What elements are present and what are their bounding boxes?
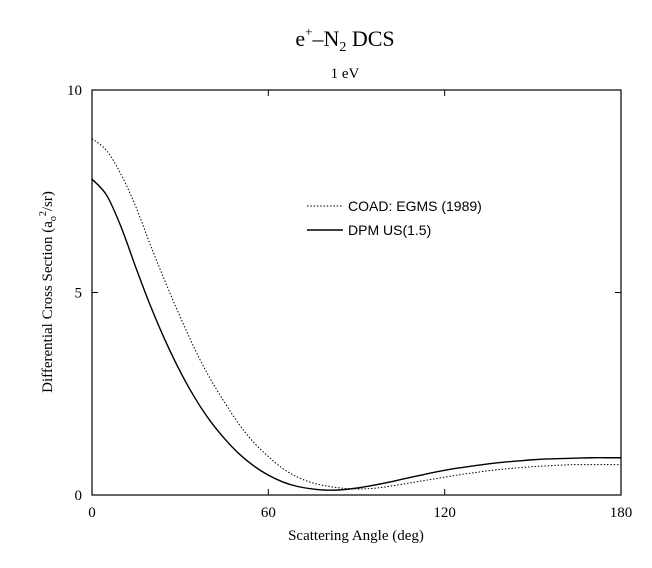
chart-subtitle: 1 eV xyxy=(331,66,360,82)
legend-label-dpm-us: DPM US(1.5) xyxy=(348,222,431,238)
y-label-sup-2: 2 xyxy=(38,211,49,216)
plot-frame xyxy=(91,89,622,496)
title-dcs: DCS xyxy=(346,26,394,51)
series-dpm-us-line xyxy=(91,178,621,491)
title-plus: + xyxy=(305,24,312,39)
y-label-sub-o: o xyxy=(48,216,59,221)
y-label-suffix: /sr) xyxy=(40,191,56,211)
x-tick-label: 60 xyxy=(261,505,276,521)
x-tick-label: 180 xyxy=(610,505,633,521)
title-sub2: 2 xyxy=(339,40,346,55)
legend: COAD: EGMS (1989) DPM US(1.5) xyxy=(307,198,482,238)
y-label-prefix: Differential Cross Section (a xyxy=(40,221,56,393)
title-dash: –N xyxy=(311,26,339,51)
x-axis-label: Scattering Angle (deg) xyxy=(288,528,424,544)
x-tick-label: 120 xyxy=(433,505,456,521)
y-tick-label: 10 xyxy=(67,83,82,99)
y-axis-label: Differential Cross Section (ao2/sr) xyxy=(38,191,59,393)
title-e: e xyxy=(295,26,305,51)
x-tick-label: 0 xyxy=(88,505,96,521)
chart-title: e+–N2 DCS xyxy=(295,24,394,55)
ticks: 0 60 120 180 0 5 10 xyxy=(67,83,632,521)
y-tick-label: 0 xyxy=(75,488,83,504)
series-coad-egms-line xyxy=(91,138,621,490)
legend-label-coad-egms: COAD: EGMS (1989) xyxy=(348,198,482,214)
y-tick-label: 5 xyxy=(75,286,83,302)
